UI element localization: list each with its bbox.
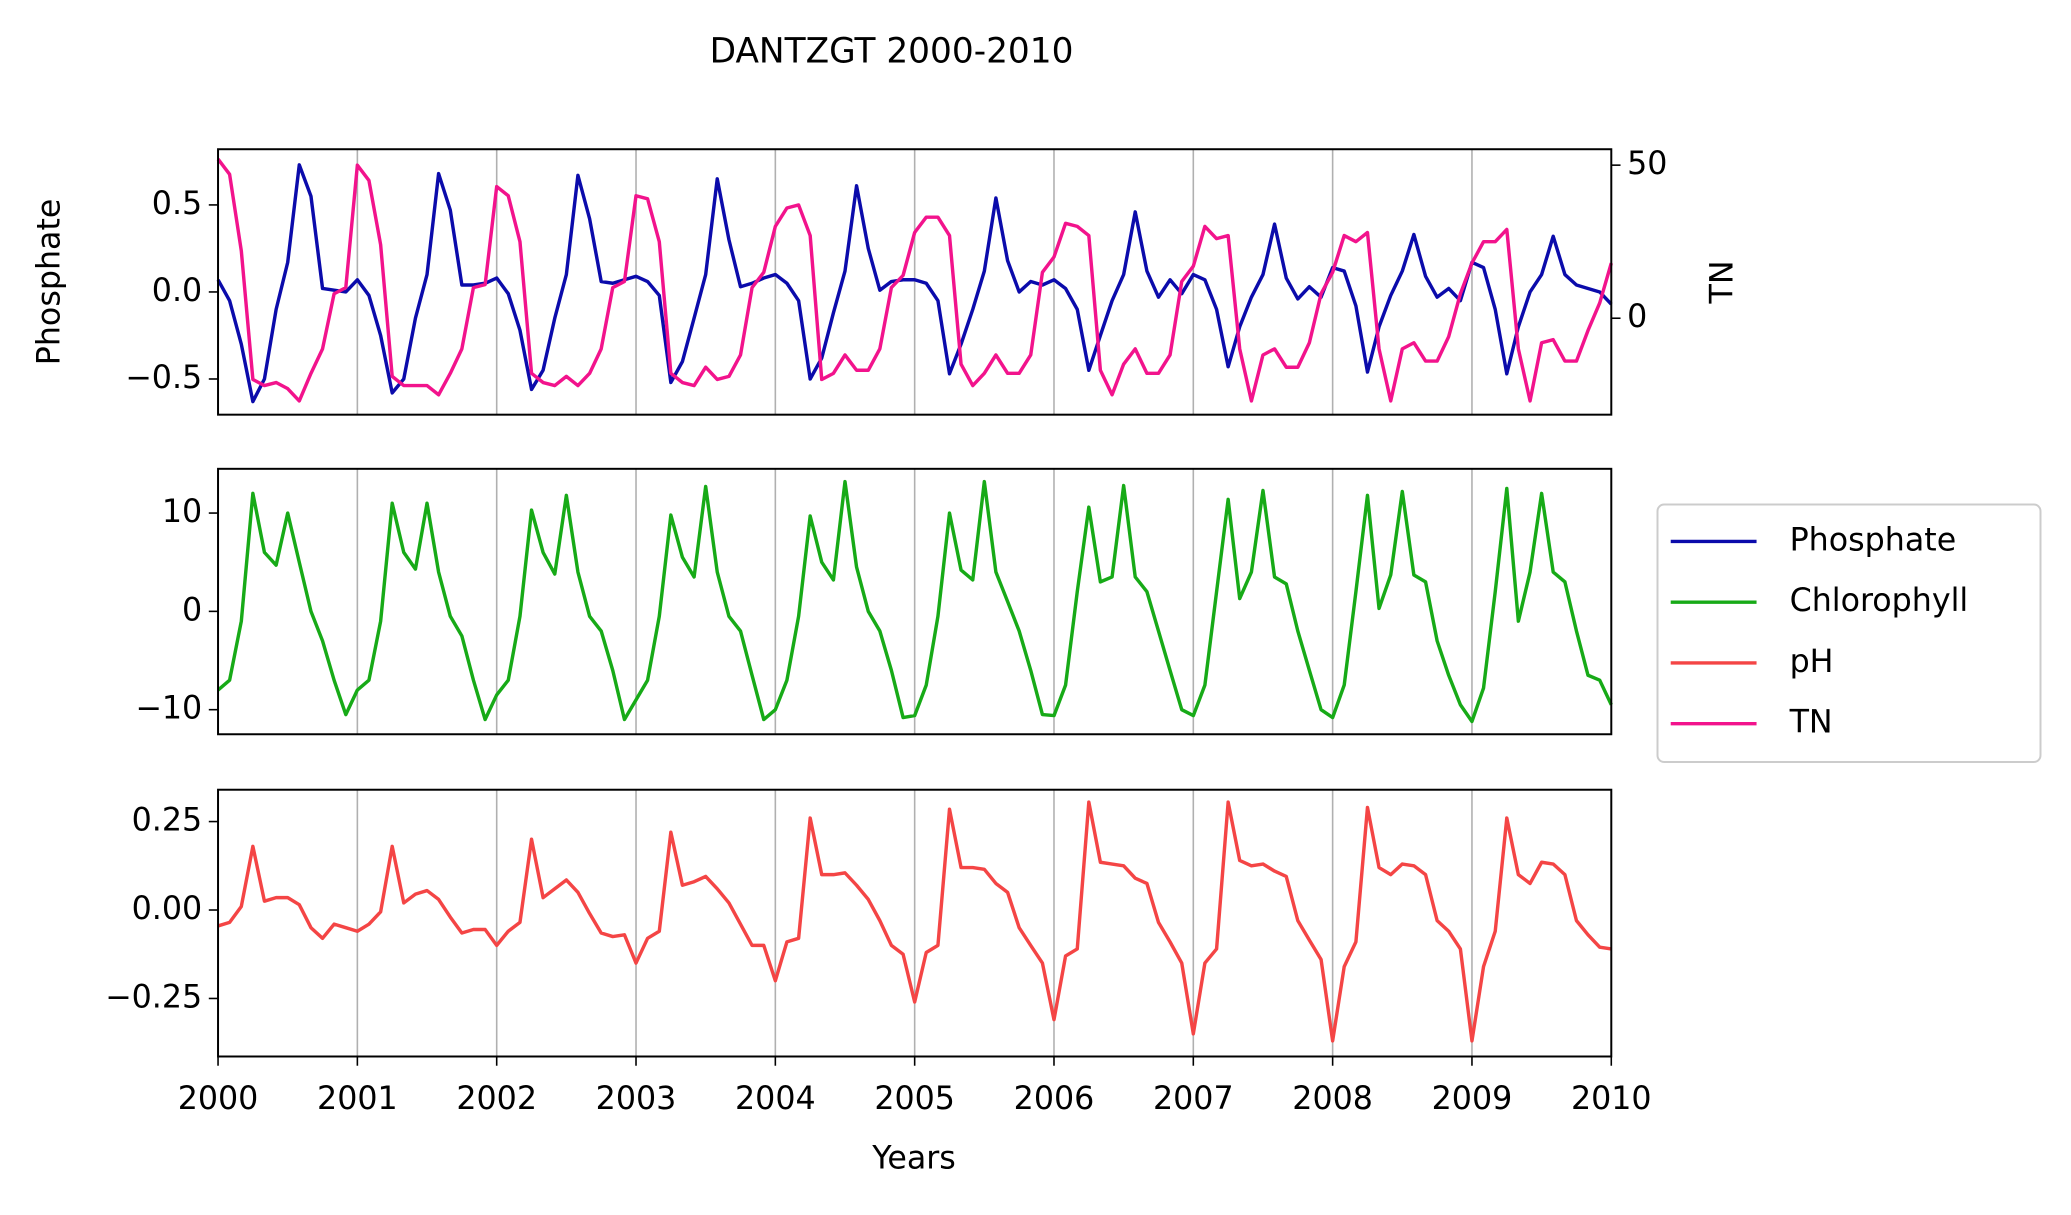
- chart-title: DANTZGT 2000-2010: [710, 31, 1074, 71]
- legend: [1656, 503, 2042, 763]
- axes-frame: [217, 467, 1613, 736]
- axes-frame: [217, 148, 1613, 416]
- y2-tick-label: 0: [1627, 299, 1647, 335]
- x-tick-label: 2008: [1292, 1081, 1373, 1117]
- x-axis-label: Years: [871, 1140, 956, 1176]
- x-tick-label: 2010: [1571, 1081, 1652, 1117]
- x-tick-label: 2004: [735, 1081, 816, 1117]
- y-tick-label: 0: [182, 592, 202, 628]
- x-tick-label: 2002: [456, 1081, 537, 1117]
- y2-tick-label: 50: [1627, 146, 1667, 182]
- y-axis-label: Phosphate: [31, 199, 67, 366]
- y-tick-label: 0.0: [152, 273, 202, 309]
- x-tick-label: 2006: [1014, 1081, 1095, 1117]
- legend-label: Phosphate: [1790, 522, 1957, 558]
- y-tick-label: 0.5: [152, 186, 202, 222]
- x-tick-label: 2000: [178, 1081, 259, 1117]
- y2-axis-label: TN: [1705, 260, 1741, 304]
- legend-label: Chlorophyll: [1790, 583, 1969, 619]
- line-series: [216, 163, 1613, 404]
- line-series: [216, 157, 1613, 403]
- y-tick-label: 10: [162, 494, 202, 530]
- line-series: [216, 479, 1613, 724]
- y-tick-label: 0.25: [132, 803, 203, 839]
- legend-label: pH: [1790, 644, 1834, 680]
- x-tick-label: 2001: [317, 1081, 398, 1117]
- line-series: [217, 800, 1612, 1043]
- x-tick-label: 2005: [874, 1081, 955, 1117]
- x-tick-label: 2009: [1432, 1081, 1513, 1117]
- y-tick-label: −0.25: [105, 979, 202, 1015]
- y-tick-label: 0.00: [132, 891, 203, 927]
- x-tick-label: 2007: [1153, 1081, 1234, 1117]
- y-tick-label: −0.5: [125, 360, 202, 396]
- y-tick-label: −10: [135, 691, 202, 727]
- legend-label: TN: [1789, 705, 1833, 741]
- x-tick-label: 2003: [596, 1081, 677, 1117]
